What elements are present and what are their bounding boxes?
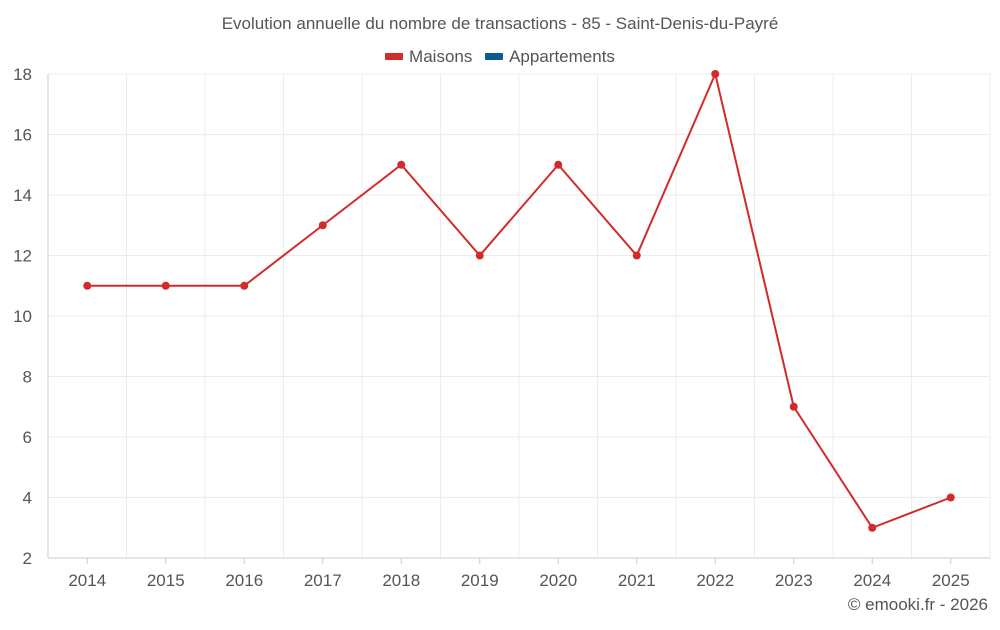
x-tick-label: 2019	[461, 571, 499, 590]
x-tick-label: 2017	[304, 571, 342, 590]
y-tick-label: 8	[23, 368, 32, 387]
y-tick-label: 12	[13, 247, 32, 266]
y-tick-label: 18	[13, 65, 32, 84]
legend-swatch-maisons	[385, 53, 404, 60]
data-point	[475, 251, 484, 260]
grid	[47, 73, 991, 559]
x-tick-label: 2015	[147, 571, 185, 590]
axes: 2 4 6 8 10 12 14 16 18 2014 2015 2016 2017 2018 2019 20…	[13, 65, 990, 590]
series	[83, 70, 955, 532]
legend-item-appartements[interactable]: Appartements	[485, 47, 615, 67]
x-tick-label: 2021	[618, 571, 656, 590]
x-tick-label: 2018	[382, 571, 420, 590]
legend-label-maisons: Maisons	[409, 46, 473, 66]
y-tick-label: 2	[23, 549, 32, 568]
data-point	[868, 523, 877, 532]
legend: Maisons Appartements	[0, 45, 1000, 67]
data-point	[318, 221, 327, 230]
y-tick-label: 16	[13, 126, 32, 145]
x-tick-label: 2016	[225, 571, 263, 590]
y-tick-label: 10	[13, 307, 32, 326]
legend-label-appartements: Appartements	[509, 46, 615, 66]
data-point	[161, 281, 170, 290]
x-tick-label: 2024	[853, 571, 891, 590]
series-line-maisons	[87, 73, 952, 529]
x-tick-label: 2020	[539, 571, 577, 590]
x-tick-label: 2022	[696, 571, 734, 590]
data-point	[554, 160, 563, 169]
y-tick-label: 4	[23, 489, 32, 508]
data-point	[240, 281, 249, 290]
legend-item-maisons[interactable]: Maisons	[385, 47, 472, 67]
x-tick-label: 2025	[932, 571, 970, 590]
x-tick-label: 2014	[68, 571, 106, 590]
data-point	[83, 281, 92, 290]
y-tick-label: 14	[13, 186, 32, 205]
data-point	[397, 160, 406, 169]
y-tick-label: 6	[23, 428, 32, 447]
data-point	[946, 493, 955, 502]
x-tick-label: 2023	[775, 571, 813, 590]
data-point	[711, 70, 720, 78]
data-point	[632, 251, 641, 260]
credit-text: © emooki.fr - 2026	[847, 595, 988, 614]
chart-title: Evolution annuelle du nombre de transact…	[221, 14, 779, 33]
legend-swatch-appartements	[485, 53, 504, 60]
data-point	[789, 402, 798, 411]
